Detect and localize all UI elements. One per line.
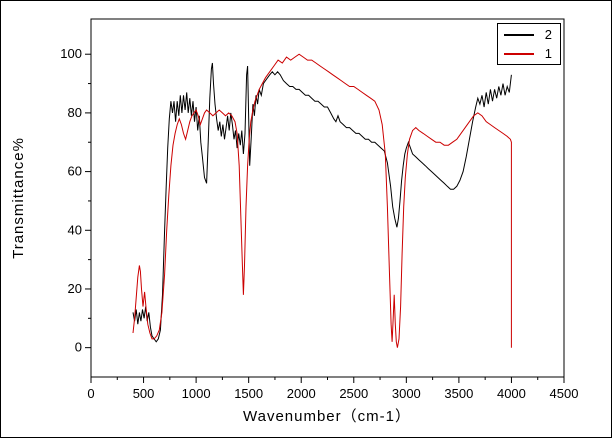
x-tick-label: 3000 (392, 386, 421, 401)
legend-entry: 1 (504, 46, 552, 61)
x-tick-label: 4500 (550, 386, 579, 401)
legend-line-swatch (504, 33, 534, 36)
y-tick-label: 0 (75, 340, 82, 355)
x-tick-label: 1500 (234, 386, 263, 401)
legend-entry: 2 (504, 27, 552, 42)
y-axis-label: Transmittance% (10, 137, 27, 259)
legend-label: 2 (544, 27, 552, 42)
x-tick-label: 500 (133, 386, 155, 401)
y-tick-label: 20 (68, 281, 82, 296)
y-tick-label: 80 (68, 105, 82, 120)
series-line-1 (132, 53, 512, 348)
x-tick-label: 0 (87, 386, 94, 401)
legend-label: 1 (544, 46, 552, 61)
plot-border (90, 18, 565, 378)
x-tick-label: 2500 (339, 386, 368, 401)
legend-line-swatch (504, 52, 534, 55)
x-tick-label: 4000 (497, 386, 526, 401)
x-tick-label: 3500 (444, 386, 473, 401)
legend: 2 1 (497, 23, 561, 65)
y-tick-label: 60 (68, 164, 82, 179)
y-tick-label: 40 (68, 222, 82, 237)
y-tick-label: 100 (60, 46, 82, 61)
x-tick-label: 1000 (182, 386, 211, 401)
x-tick-label: 2000 (287, 386, 316, 401)
series-line-2 (132, 62, 512, 343)
x-axis-label: Wavenumber（cm-1） (243, 408, 411, 425)
